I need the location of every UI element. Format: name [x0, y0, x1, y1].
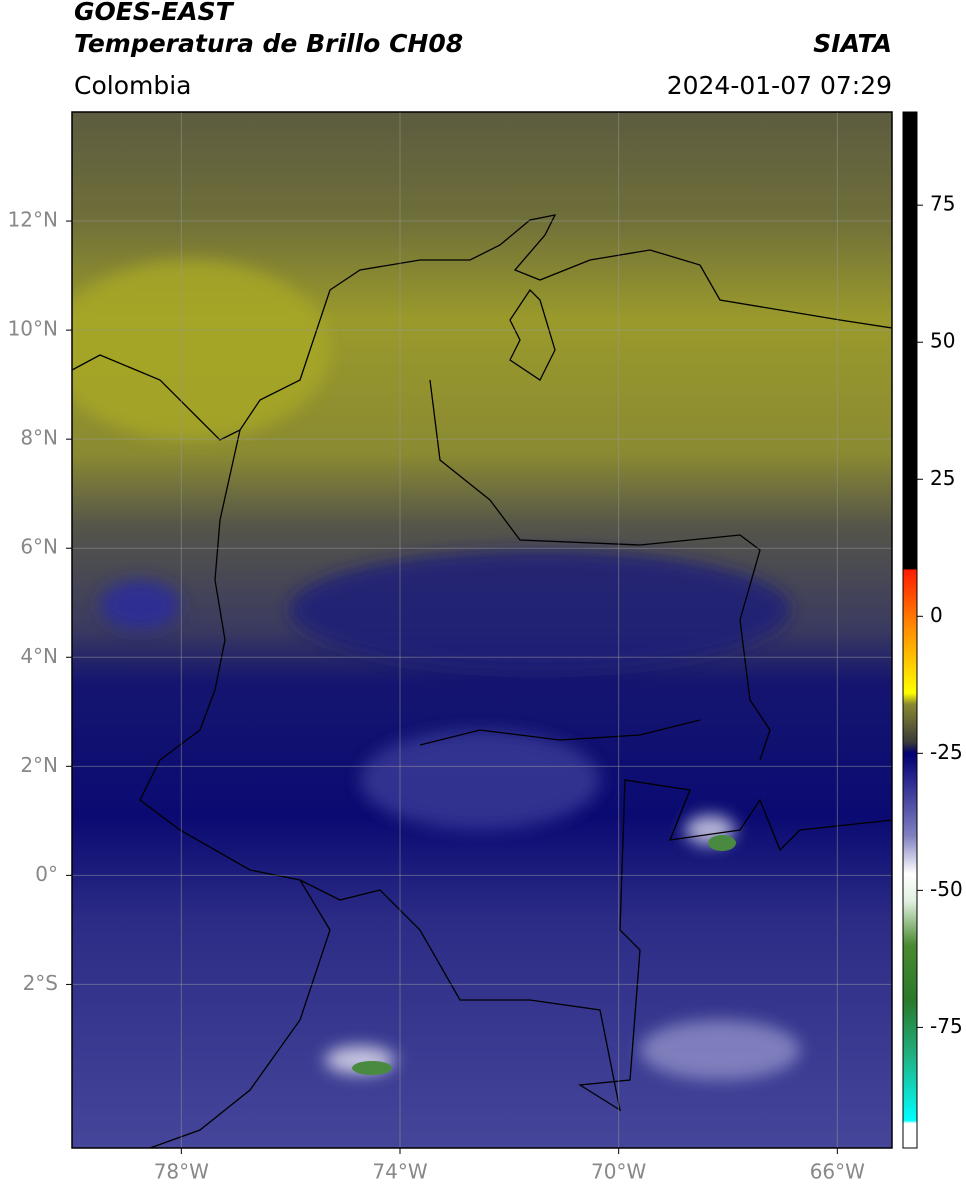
colorbar-tick-label: -75 [930, 1014, 963, 1038]
region: Colombia [74, 71, 191, 100]
colorbar-tick-label: -50 [930, 877, 963, 901]
y-tick-label: 2°N [20, 753, 58, 777]
colorbar [902, 111, 918, 1149]
source: SIATA [813, 29, 892, 58]
y-tick-label: 2°S [23, 971, 58, 995]
y-tick-label: 6°N [20, 535, 58, 559]
x-tick-label: 78°W [154, 1160, 209, 1184]
x-tick-label: 66°W [810, 1160, 865, 1184]
subtitle: Temperatura de Brillo CH08 [74, 29, 463, 58]
colorbar-tick-label: -25 [930, 740, 963, 764]
graticule [72, 112, 892, 1148]
title: GOES-EAST [74, 0, 235, 26]
colorbar-tick-label: 50 [930, 329, 955, 353]
colorbar-tick-label: 25 [930, 466, 955, 490]
satellite-image [72, 112, 892, 1148]
map-frame [71, 111, 893, 1149]
x-tick-label: 74°W [372, 1160, 427, 1184]
datetime: 2024-01-07 07:29 [667, 71, 892, 100]
y-tick-label: 0° [35, 862, 58, 886]
colorbar-tick-label: 75 [930, 192, 955, 216]
x-tick-label: 70°W [591, 1160, 646, 1184]
y-tick-label: 10°N [8, 317, 58, 341]
y-tick-label: 8°N [20, 426, 58, 450]
y-tick-label: 4°N [20, 644, 58, 668]
colorbar-tick-label: 0 [930, 603, 943, 627]
y-tick-label: 12°N [8, 208, 58, 232]
